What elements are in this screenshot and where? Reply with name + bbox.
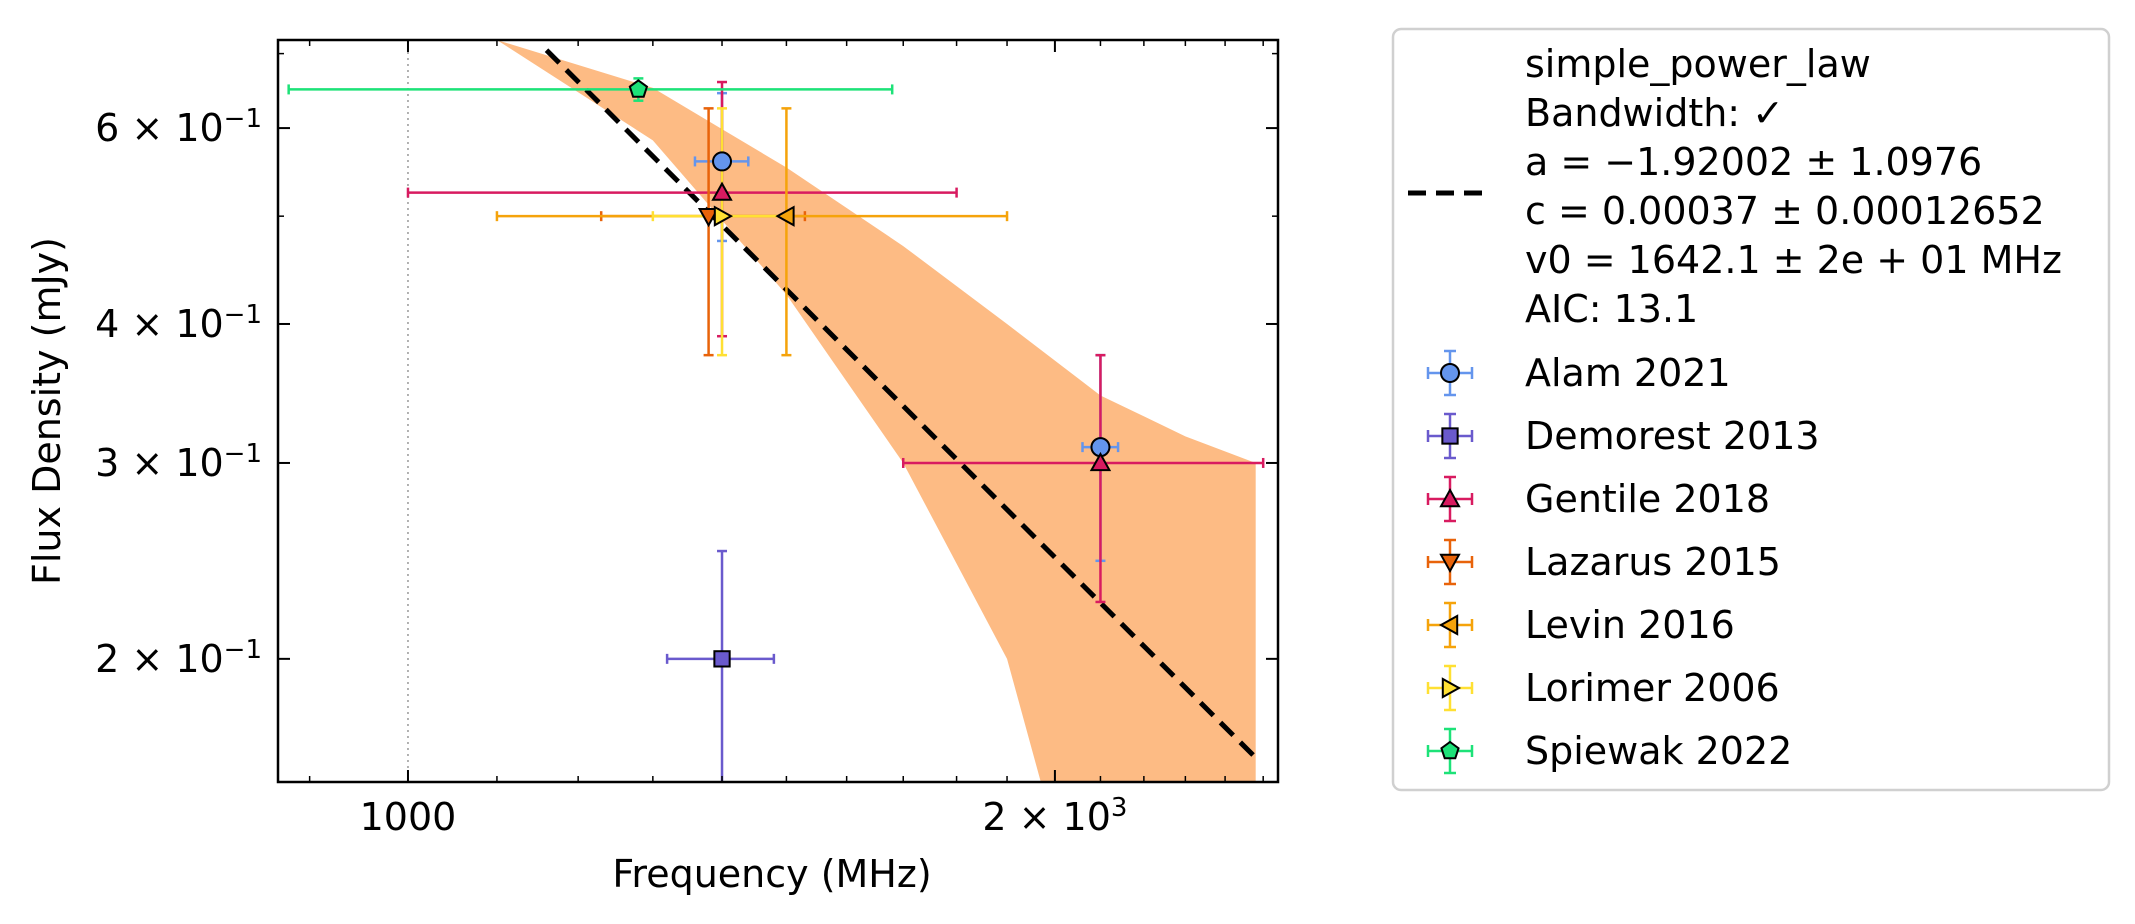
data-point-3-0 <box>697 207 720 228</box>
y-tick-label: 4 × 10−1 <box>95 300 262 346</box>
legend-label: Gentile 2018 <box>1525 477 1770 521</box>
legend-label: Demorest 2013 <box>1525 414 1820 458</box>
legend-item-lorimer-2006: Lorimer 2006 <box>1426 664 1780 712</box>
plot-area <box>287 40 1265 782</box>
data-point-6-0 <box>628 79 649 98</box>
fit-confidence-band <box>444 40 1256 782</box>
data-point-2-1 <box>1089 451 1112 472</box>
data-point-0-0 <box>712 151 733 172</box>
legend-item-demorest-2013: Demorest 2013 <box>1426 412 1820 460</box>
legend-fit-param-a: a = −1.92002 ± 1.0976 <box>1525 140 1982 184</box>
legend-marker <box>1438 614 1459 636</box>
error-bar-layer <box>287 77 1265 782</box>
legend-label: Lazarus 2015 <box>1525 540 1781 584</box>
x-axis-label: Frequency (MHz) <box>612 852 931 896</box>
fit-line-layer <box>544 48 1258 760</box>
legend-frame <box>1391 27 2111 792</box>
legend-items: Alam 2021 Demorest 2013 Gentile 2018 Lazaru… <box>1426 349 1820 775</box>
data-point-1-0 <box>713 650 731 668</box>
legend-fit-param-c: c = 0.00037 ± 0.00012652 <box>1525 189 2045 233</box>
y-axis-label: Flux Density (mJy) <box>25 237 69 585</box>
legend-fit-label: simple_power_law <box>1525 42 1871 86</box>
legend-marker <box>1440 363 1460 383</box>
x-tick-label: 1000 <box>360 795 457 839</box>
legend-label: Levin 2016 <box>1525 603 1735 647</box>
legend-item-spiewak-2022: Spiewak 2022 <box>1426 727 1792 775</box>
legend-label: Alam 2021 <box>1525 351 1731 395</box>
error-bar-2-1 <box>901 353 1265 604</box>
data-point-5-0 <box>713 205 734 227</box>
legend-marker <box>1441 677 1462 699</box>
legend-marker <box>1441 427 1459 445</box>
plot-frame <box>276 38 1280 784</box>
legend-fit-aic: AIC: 13.1 <box>1525 287 1698 331</box>
legend-label: Lorimer 2006 <box>1525 666 1780 710</box>
legend-marker <box>1439 553 1461 574</box>
legend-item-levin-2016: Levin 2016 <box>1426 601 1735 649</box>
error-bar-1-0 <box>665 549 776 782</box>
legend-item-gentile-2018: Gentile 2018 <box>1426 475 1770 523</box>
x-tick-label: 2 × 103 <box>982 793 1127 839</box>
legend-fit-bandwidth: Bandwidth: ✓ <box>1525 91 1784 135</box>
fit-line <box>544 48 1258 760</box>
legend: simple_power_law Bandwidth: ✓ a = −1.920… <box>1391 27 2111 792</box>
legend-marker <box>1439 487 1461 508</box>
legend-item-alam-2021: Alam 2021 <box>1426 349 1731 397</box>
tick-layer: 1000 2 × 103 2 × 10−1 3 × 10−1 4 × 10−1 6 × 1… <box>95 40 1278 839</box>
legend-label: Spiewak 2022 <box>1525 729 1792 773</box>
legend-fit-param-v0: v0 = 1642.1 ± 2e + 01 MHz <box>1525 238 2062 282</box>
legend-item-lazarus-2015: Lazarus 2015 <box>1426 538 1781 586</box>
data-point-4-0 <box>775 205 795 227</box>
confidence-band-layer <box>444 40 1256 782</box>
legend-marker <box>1440 740 1460 760</box>
y-tick-label: 3 × 10−1 <box>95 439 262 485</box>
y-tick-label: 2 × 10−1 <box>95 635 262 681</box>
data-point-2-0 <box>711 181 733 201</box>
y-tick-label: 6 × 10−1 <box>95 104 262 150</box>
marker-layer <box>628 79 1112 668</box>
